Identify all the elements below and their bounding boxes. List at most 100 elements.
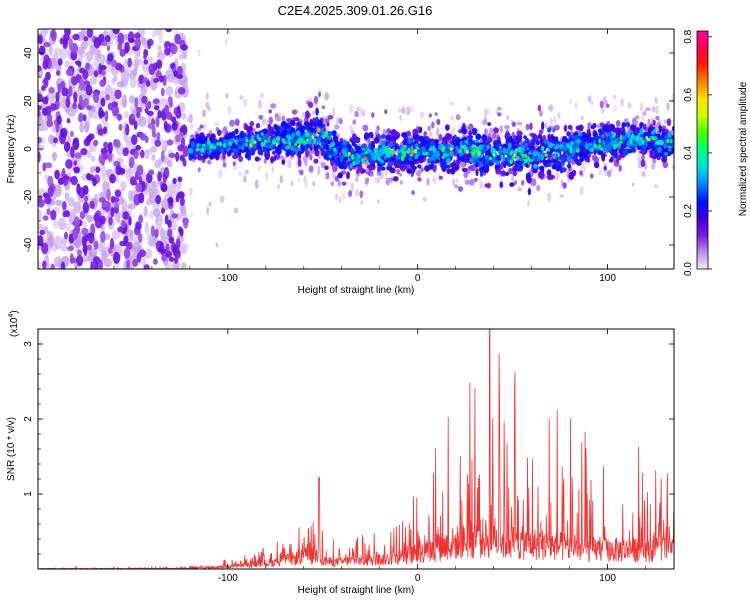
- heatmap-cell: [131, 134, 138, 146]
- heatmap-cell: [151, 131, 157, 138]
- snr-multiplier: (x104): [8, 310, 20, 337]
- heatmap-cell: [201, 147, 205, 153]
- heatmap-cell: [593, 161, 600, 169]
- heatmap-cell: [144, 265, 149, 269]
- heatmap-cell: [177, 144, 185, 152]
- colorbar-label: Normalized spectral amplitude: [738, 81, 749, 216]
- heatmap-cell: [341, 192, 346, 201]
- heatmap-cell: [100, 97, 106, 107]
- heatmap-cell: [120, 69, 130, 84]
- heatmap-cell: [423, 140, 430, 145]
- heatmap-cell: [103, 141, 109, 149]
- heatmap-cell: [630, 133, 636, 140]
- heatmap-cell: [669, 142, 674, 147]
- heatmap-cell: [655, 140, 659, 145]
- heatmap-cell: [357, 154, 361, 159]
- heatmap-cell: [654, 96, 658, 104]
- heatmap-cell: [661, 156, 668, 163]
- heatmap-cell: [126, 241, 133, 250]
- heatmap-cell: [423, 131, 427, 137]
- heatmap-cell: [326, 171, 330, 179]
- heatmap-cell: [307, 140, 312, 145]
- heatmap-cell: [603, 95, 607, 105]
- heatmap-cell: [546, 162, 552, 167]
- heatmap-cell: [273, 140, 277, 145]
- heatmap-cell: [110, 59, 118, 67]
- heatmap-cell: [48, 44, 53, 57]
- heatmap-cell: [666, 102, 670, 111]
- heatmap-cell: [136, 164, 144, 176]
- heatmap-cell: [136, 111, 141, 118]
- heatmap-cell: [133, 120, 138, 130]
- heatmap-cell: [511, 175, 515, 182]
- heatmap-cell: [412, 133, 418, 141]
- heatmap-cell: [180, 44, 189, 51]
- heatmap-cell: [215, 242, 219, 248]
- heatmap-cell: [38, 223, 43, 231]
- heatmap-cell: [289, 120, 295, 126]
- heatmap-cell: [546, 169, 552, 176]
- heatmap-cell: [46, 114, 53, 121]
- x-tick-label: 100: [599, 273, 616, 284]
- heatmap-cell: [367, 149, 373, 154]
- heatmap-cell: [500, 154, 504, 160]
- heatmap-cell: [46, 119, 54, 128]
- heatmap-cell: [170, 63, 175, 69]
- heatmap-cell: [317, 165, 321, 176]
- heatmap-cell: [475, 133, 482, 141]
- heatmap-cell: [610, 136, 613, 143]
- heatmap-cell: [303, 175, 307, 183]
- heatmap-cell: [621, 131, 626, 136]
- heatmap-cell: [449, 101, 454, 106]
- heatmap-cell: [244, 153, 249, 159]
- heatmap-cell: [287, 136, 292, 140]
- heatmap-cell: [157, 246, 163, 253]
- x-tick-label: -100: [218, 573, 238, 584]
- heatmap-cell: [416, 170, 422, 177]
- heatmap-cell: [239, 95, 244, 100]
- heatmap-cell: [168, 236, 175, 244]
- heatmap-cell: [197, 127, 202, 132]
- heatmap-cell: [619, 134, 623, 141]
- heatmap-cell: [38, 208, 42, 223]
- heatmap-cell: [461, 167, 468, 172]
- heatmap-cell: [367, 154, 372, 160]
- heatmap-cell: [245, 124, 249, 131]
- heatmap-cell: [83, 244, 88, 256]
- heatmap-cell: [99, 79, 106, 87]
- heatmap-cell: [146, 110, 154, 116]
- heatmap-cell: [507, 142, 512, 149]
- heatmap-cell: [38, 34, 43, 45]
- heatmap-cell: [400, 155, 405, 162]
- heatmap-cell: [312, 181, 316, 187]
- heatmap-cell: [640, 159, 646, 168]
- heatmap-cell: [644, 163, 648, 170]
- heatmap-cell: [403, 144, 407, 149]
- heatmap-cell: [241, 137, 247, 144]
- heatmap-cell: [358, 166, 363, 173]
- heatmap-cell: [667, 132, 672, 139]
- x-tick-label: 0: [415, 573, 421, 584]
- heatmap-cell: [578, 124, 584, 131]
- heatmap-cell: [177, 87, 186, 95]
- heatmap-cell: [620, 98, 624, 107]
- heatmap-cell: [95, 166, 101, 173]
- heatmap-cell: [471, 151, 476, 157]
- heatmap-cell: [124, 41, 130, 53]
- heatmap-cell: [479, 180, 484, 190]
- heatmap-cell: [465, 150, 469, 154]
- heatmap-cell: [645, 136, 649, 140]
- heatmap-cell: [381, 166, 386, 171]
- heatmap-cell: [42, 215, 49, 221]
- heatmap-cell: [621, 135, 628, 141]
- heatmap-cell: [352, 138, 357, 143]
- heatmap-cell: [545, 153, 548, 157]
- heatmap-cell: [389, 161, 394, 166]
- heatmap-cell: [38, 235, 44, 246]
- heatmap-cell: [83, 36, 89, 42]
- heatmap-cell: [180, 112, 187, 120]
- heatmap-cell: [532, 169, 538, 174]
- heatmap-cell: [93, 37, 101, 49]
- heatmap-cell: [190, 141, 196, 148]
- heatmap-cell: [424, 165, 431, 172]
